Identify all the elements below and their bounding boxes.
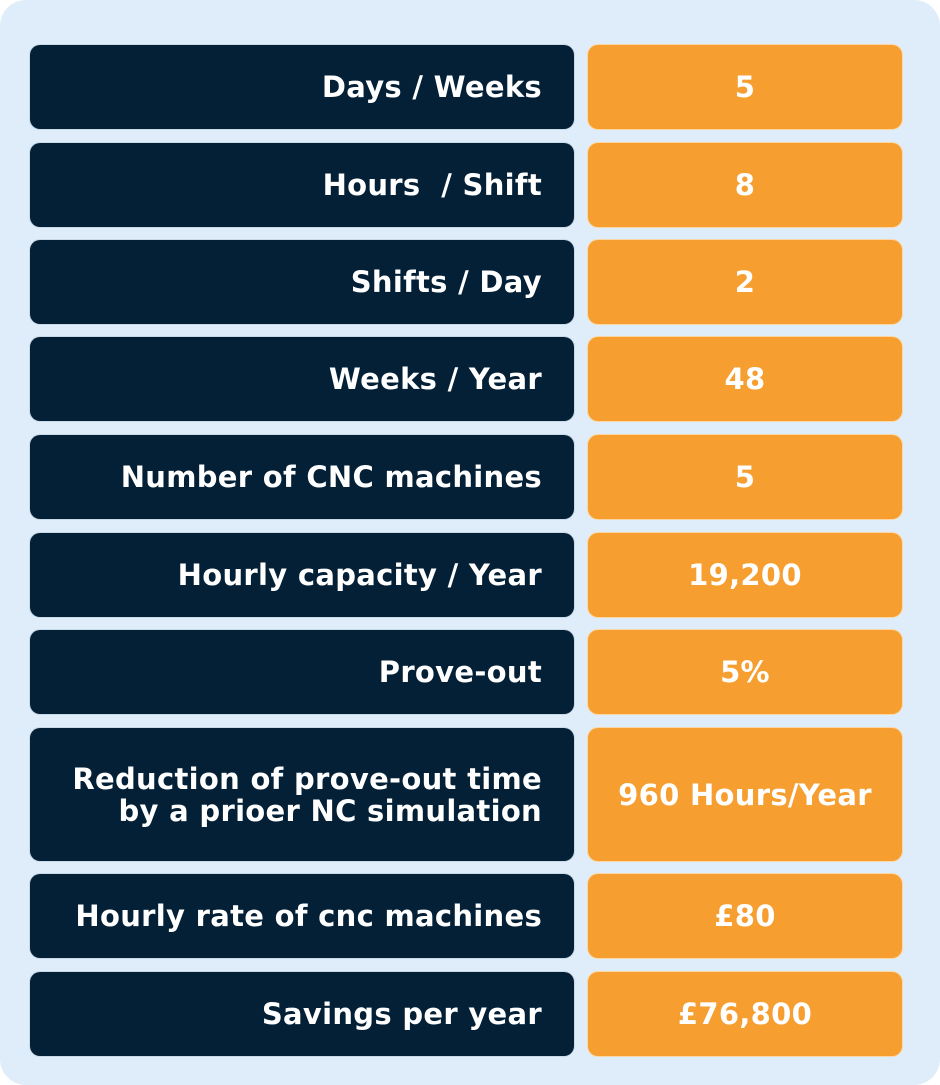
row-value: 2 xyxy=(734,265,756,299)
row-label: Days / Weeks xyxy=(321,70,542,104)
row-label: Hours / Shift xyxy=(322,168,542,202)
row-value-cell: £80 xyxy=(588,874,902,958)
row-label: Number of CNC machines xyxy=(120,460,542,494)
row-value-cell: 19,200 xyxy=(588,533,902,617)
row-label: Hourly capacity / Year xyxy=(177,558,542,592)
table-row-cnc-machines: Number of CNC machines 5 xyxy=(30,435,902,519)
row-value: 5% xyxy=(720,655,770,689)
row-label: Prove-out xyxy=(378,655,542,689)
row-label-cell: Number of CNC machines xyxy=(30,435,574,519)
row-value: £76,800 xyxy=(677,997,813,1031)
table-row-prove-out-reduction: Reduction of prove-out time by a prioer … xyxy=(30,728,902,861)
row-label: Hourly rate of cnc machines xyxy=(75,899,542,933)
row-label: Savings per year xyxy=(261,997,542,1031)
row-value: 48 xyxy=(724,362,766,396)
row-value: £80 xyxy=(714,899,776,933)
table-row-days-weeks: Days / Weeks 5 xyxy=(30,45,902,129)
table-row-hourly-rate: Hourly rate of cnc machines £80 xyxy=(30,874,902,958)
row-value-cell: 48 xyxy=(588,337,902,421)
row-label-cell: Shifts / Day xyxy=(30,240,574,324)
table-row-hourly-capacity: Hourly capacity / Year 19,200 xyxy=(30,533,902,617)
row-label-cell: Reduction of prove-out time by a prioer … xyxy=(30,728,574,861)
row-label-cell: Savings per year xyxy=(30,972,574,1056)
row-label: Weeks / Year xyxy=(328,362,542,396)
row-value: 5 xyxy=(734,70,756,104)
row-value-cell: 5 xyxy=(588,45,902,129)
row-label: Shifts / Day xyxy=(350,265,542,299)
row-label-cell: Days / Weeks xyxy=(30,45,574,129)
table-row-prove-out: Prove-out 5% xyxy=(30,630,902,714)
row-label-cell: Prove-out xyxy=(30,630,574,714)
row-value-cell: 960 Hours/Year xyxy=(588,728,902,861)
row-label-cell: Hourly rate of cnc machines xyxy=(30,874,574,958)
row-value-cell: 5 xyxy=(588,435,902,519)
row-value: 19,200 xyxy=(688,558,802,592)
row-value-cell: 8 xyxy=(588,143,902,227)
table-row-savings: Savings per year £76,800 xyxy=(30,972,902,1056)
table-row-weeks-year: Weeks / Year 48 xyxy=(30,337,902,421)
row-value: 960 Hours/Year xyxy=(618,777,872,812)
row-value: 5 xyxy=(734,460,756,494)
row-label-cell: Weeks / Year xyxy=(30,337,574,421)
row-value: 8 xyxy=(734,168,756,202)
row-label: Reduction of prove-out time by a prioer … xyxy=(72,761,542,828)
row-value-cell: 2 xyxy=(588,240,902,324)
row-value-cell: 5% xyxy=(588,630,902,714)
row-label-cell: Hourly capacity / Year xyxy=(30,533,574,617)
table-row-shifts-day: Shifts / Day 2 xyxy=(30,240,902,324)
row-label-cell: Hours / Shift xyxy=(30,143,574,227)
row-value-cell: £76,800 xyxy=(588,972,902,1056)
table-row-hours-shift: Hours / Shift 8 xyxy=(30,143,902,227)
